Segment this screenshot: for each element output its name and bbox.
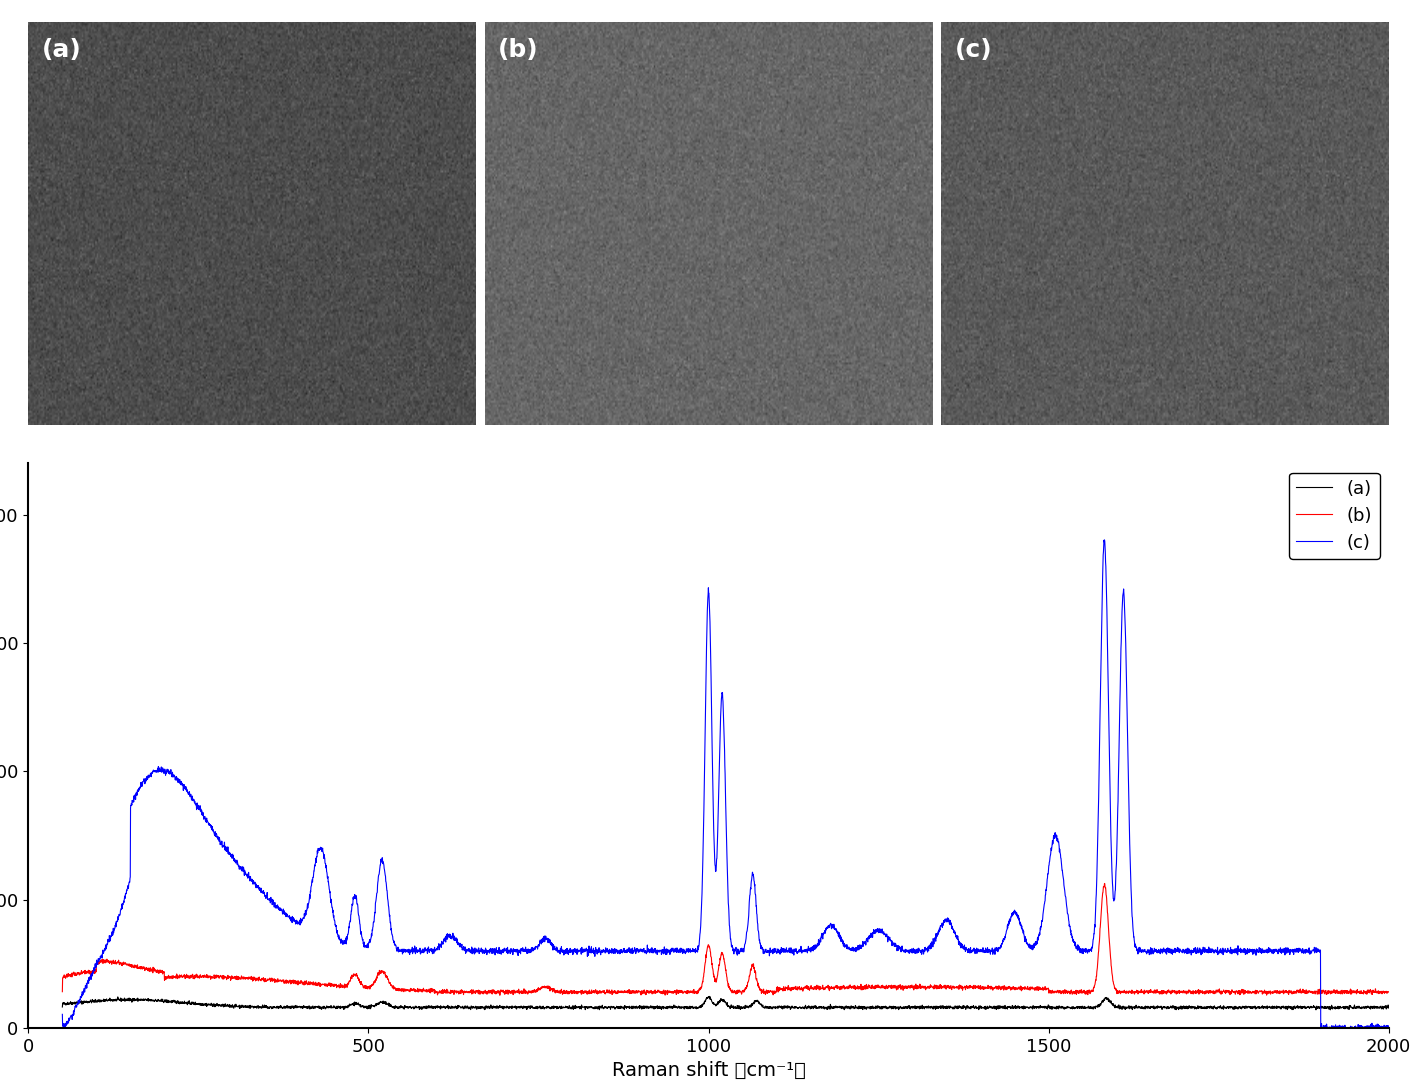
Text: (c): (c)	[955, 38, 992, 62]
(b)	[1145, 985, 1162, 998]
(c)	[1380, 1021, 1397, 1034]
(a)	[54, 1001, 71, 1014]
Line: (c): (c)	[62, 540, 1389, 1028]
(a)	[1380, 1002, 1397, 1015]
(c)	[54, 1007, 71, 1020]
(c)	[850, 939, 867, 952]
Text: (b): (b)	[499, 38, 538, 62]
Text: (a): (a)	[41, 38, 82, 62]
(b)	[850, 981, 867, 994]
(b)	[561, 987, 578, 1000]
(a)	[561, 1000, 578, 1013]
(a)	[701, 990, 718, 1003]
(c)	[1044, 837, 1061, 850]
(b)	[1380, 986, 1397, 999]
(c)	[295, 911, 312, 924]
(c)	[1095, 533, 1112, 546]
(c)	[55, 1021, 72, 1034]
(b)	[1044, 985, 1061, 998]
(c)	[917, 942, 934, 955]
(c)	[1145, 946, 1162, 959]
Line: (b): (b)	[62, 883, 1389, 995]
(c)	[561, 944, 578, 956]
(a)	[1145, 1002, 1162, 1015]
Line: (a): (a)	[62, 997, 1389, 1010]
(b)	[54, 986, 71, 999]
(a)	[850, 1001, 867, 1014]
(b)	[917, 979, 934, 992]
Legend: (a), (b), (c): (a), (b), (c)	[1289, 473, 1380, 559]
(a)	[917, 1001, 934, 1014]
(b)	[492, 989, 509, 1002]
(a)	[1322, 1003, 1339, 1016]
(a)	[1044, 1002, 1061, 1015]
X-axis label: Raman shift （cm⁻¹）: Raman shift （cm⁻¹）	[612, 1061, 805, 1080]
(b)	[295, 976, 312, 989]
(a)	[295, 1001, 312, 1014]
(b)	[1095, 876, 1112, 889]
